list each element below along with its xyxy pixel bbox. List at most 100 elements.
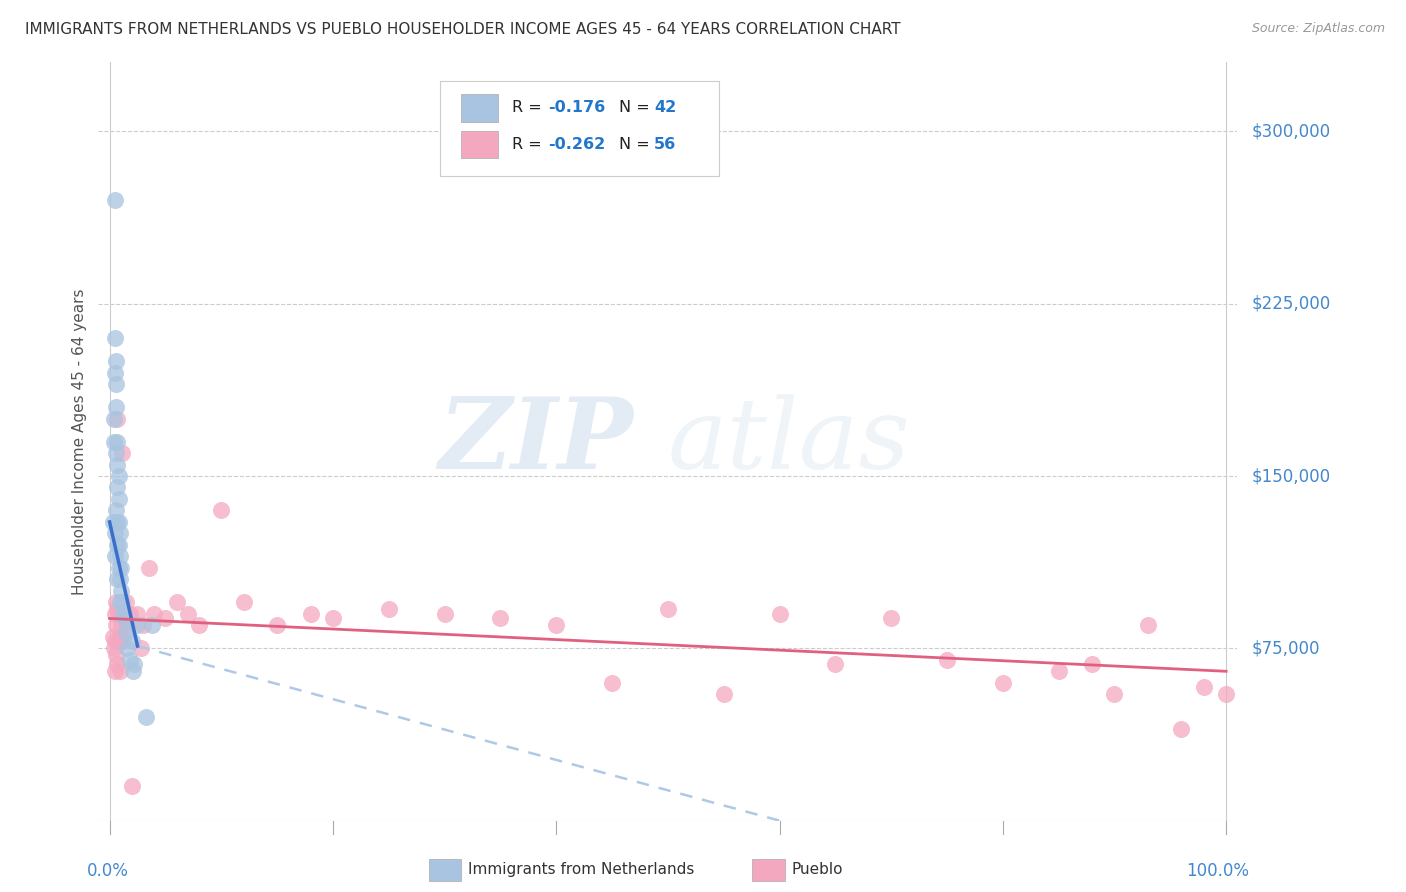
Text: ZIP: ZIP	[439, 393, 634, 490]
Point	[105, 354, 128, 368]
Point	[107, 458, 129, 472]
Text: -0.262: -0.262	[548, 136, 606, 152]
Point	[105, 618, 128, 632]
Point	[122, 657, 145, 672]
Point	[104, 665, 127, 679]
Point	[111, 607, 134, 621]
Point	[110, 561, 132, 575]
Point	[107, 538, 129, 552]
Point	[127, 607, 149, 621]
Point	[166, 595, 188, 609]
Point	[936, 653, 959, 667]
Point	[433, 607, 456, 621]
Point	[105, 595, 128, 609]
Text: 100.0%: 100.0%	[1185, 863, 1249, 880]
Point	[489, 611, 512, 625]
Point	[104, 549, 127, 564]
Text: R =: R =	[512, 101, 547, 115]
Point	[121, 634, 143, 648]
Text: Immigrants from Netherlands: Immigrants from Netherlands	[468, 863, 695, 877]
Point	[107, 434, 129, 449]
Point	[135, 710, 157, 724]
Point	[117, 618, 139, 632]
Point	[546, 618, 568, 632]
Point	[118, 607, 141, 621]
Point	[101, 515, 124, 529]
Point	[1047, 665, 1070, 679]
Point	[104, 366, 127, 380]
Point	[111, 446, 134, 460]
FancyBboxPatch shape	[461, 130, 498, 158]
Point	[600, 675, 623, 690]
Point	[1104, 687, 1126, 701]
Point	[187, 618, 209, 632]
Point	[266, 618, 288, 632]
Point	[104, 526, 127, 541]
Point	[104, 331, 127, 345]
Point	[1081, 657, 1104, 672]
Point	[107, 657, 129, 672]
Point	[115, 625, 138, 640]
Point	[108, 526, 131, 541]
Point	[112, 611, 135, 625]
Text: N =: N =	[619, 101, 655, 115]
Point	[713, 687, 735, 701]
FancyBboxPatch shape	[461, 95, 498, 121]
Point	[104, 194, 127, 208]
Point	[824, 657, 846, 672]
Point	[105, 503, 128, 517]
Point	[108, 665, 131, 679]
Point	[105, 400, 128, 414]
Point	[111, 595, 134, 609]
Point	[107, 573, 129, 587]
Point	[177, 607, 200, 621]
Point	[121, 779, 143, 793]
Point	[129, 641, 152, 656]
Point	[1170, 722, 1192, 736]
Point	[108, 573, 131, 587]
Point	[107, 491, 129, 506]
Point	[299, 607, 322, 621]
Text: 42: 42	[654, 101, 676, 115]
Point	[209, 503, 232, 517]
Text: $150,000: $150,000	[1253, 467, 1331, 485]
Point	[322, 611, 344, 625]
Point	[105, 648, 128, 663]
Point	[107, 634, 129, 648]
Point	[1192, 681, 1215, 695]
Point	[103, 434, 125, 449]
Text: 56: 56	[654, 136, 676, 152]
Point	[141, 618, 163, 632]
Text: -0.176: -0.176	[548, 101, 606, 115]
Text: $300,000: $300,000	[1253, 122, 1331, 140]
Point	[143, 607, 166, 621]
Point	[105, 446, 128, 460]
Point	[991, 675, 1014, 690]
Text: 0.0%: 0.0%	[87, 863, 129, 880]
Point	[111, 634, 134, 648]
Point	[103, 411, 125, 425]
Point	[110, 618, 132, 632]
Point	[112, 607, 135, 621]
Point	[122, 665, 145, 679]
Text: $225,000: $225,000	[1253, 294, 1331, 313]
Point	[768, 607, 790, 621]
Point	[101, 630, 124, 644]
Text: $75,000: $75,000	[1253, 640, 1320, 657]
Point	[127, 618, 149, 632]
Text: N =: N =	[619, 136, 655, 152]
Text: IMMIGRANTS FROM NETHERLANDS VS PUEBLO HOUSEHOLDER INCOME AGES 45 - 64 YEARS CORR: IMMIGRANTS FROM NETHERLANDS VS PUEBLO HO…	[25, 22, 901, 37]
Point	[657, 602, 679, 616]
Point	[155, 611, 177, 625]
Y-axis label: Householder Income Ages 45 - 64 years: Householder Income Ages 45 - 64 years	[72, 288, 87, 595]
Point	[107, 469, 129, 483]
Point	[232, 595, 254, 609]
Point	[1136, 618, 1159, 632]
Text: R =: R =	[512, 136, 547, 152]
FancyBboxPatch shape	[440, 81, 718, 177]
Point	[107, 515, 129, 529]
Point	[104, 607, 127, 621]
Point	[108, 630, 131, 644]
Text: Source: ZipAtlas.com: Source: ZipAtlas.com	[1251, 22, 1385, 36]
Point	[132, 618, 155, 632]
